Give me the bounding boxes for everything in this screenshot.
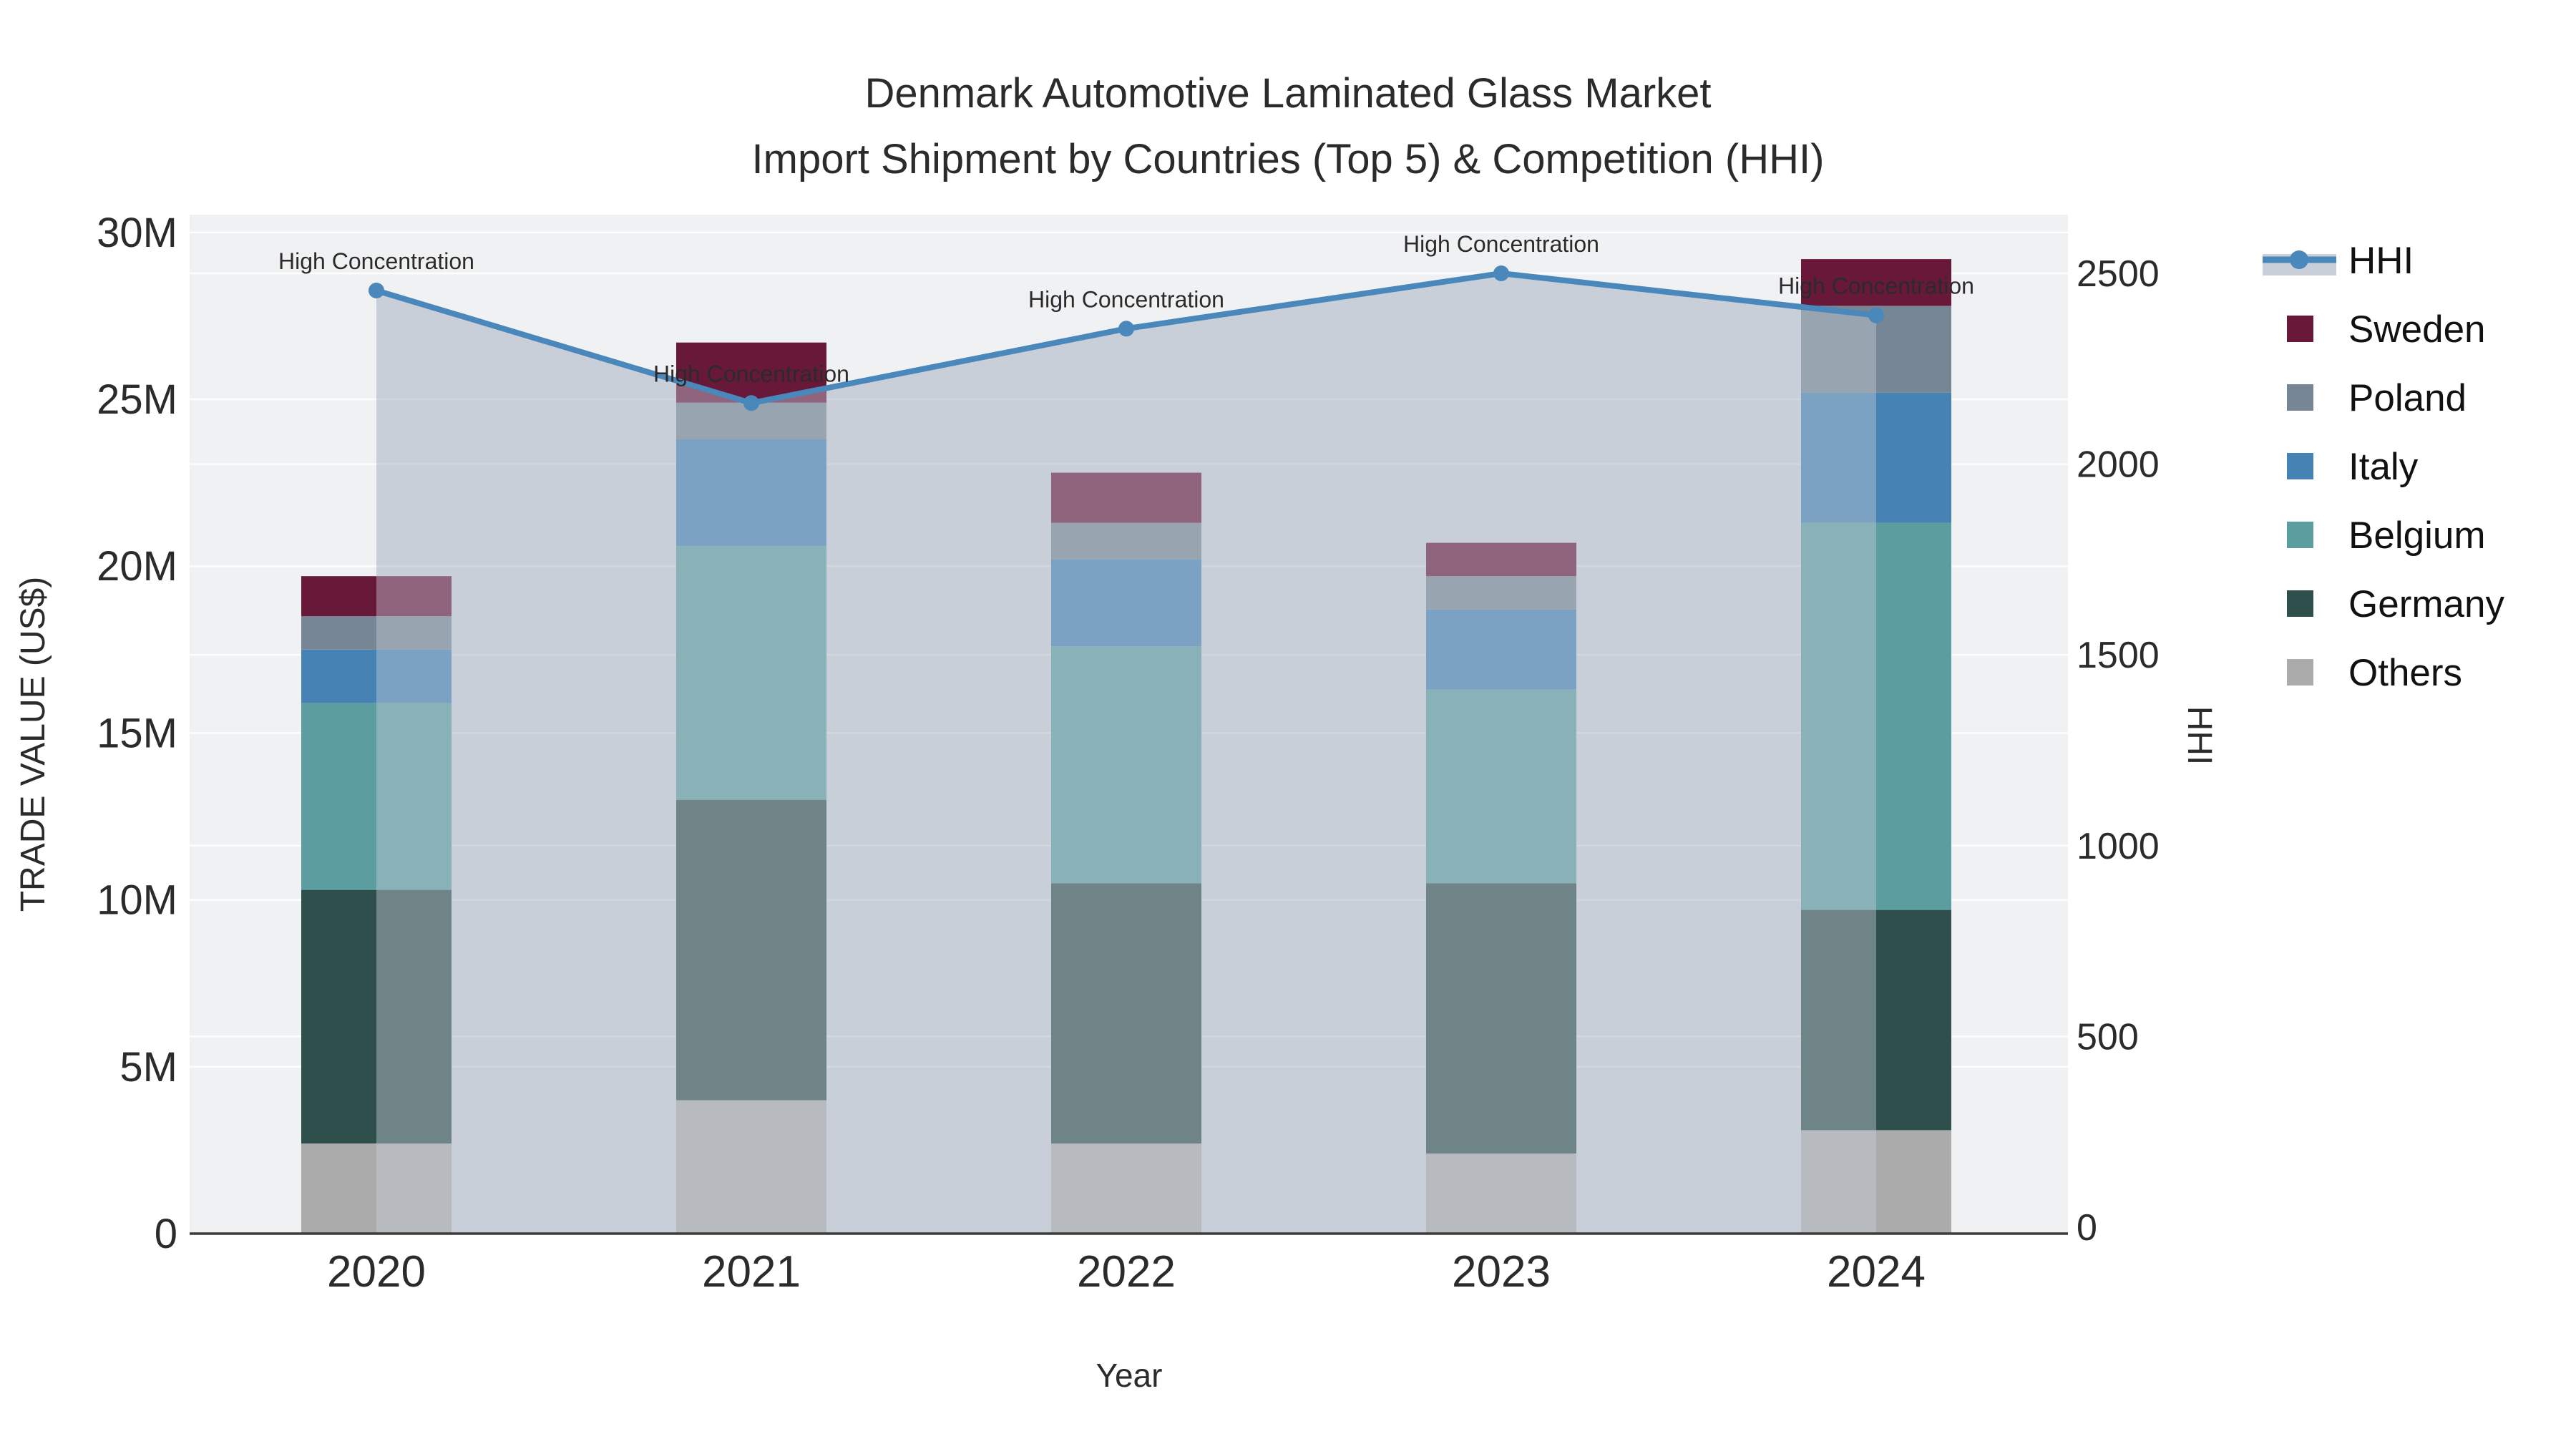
x-tick-2024: 2024 bbox=[1827, 1247, 1926, 1297]
bar-segment-poland-2023[interactable] bbox=[1426, 576, 1576, 610]
x-tick-2021: 2021 bbox=[702, 1247, 801, 1297]
annotation-2021: High Concentration bbox=[653, 361, 849, 386]
bar-segment-germany-2023[interactable] bbox=[1426, 883, 1576, 1154]
annotation-2022: High Concentration bbox=[1028, 286, 1224, 312]
bar-segment-belgium-2020[interactable] bbox=[301, 703, 452, 890]
bar-segment-italy-2024[interactable] bbox=[1801, 392, 1951, 523]
legend-hhi-marker bbox=[2290, 250, 2308, 269]
y-left-tick-0: 0 bbox=[155, 1211, 177, 1257]
legend-label-belgium: Belgium bbox=[2348, 514, 2485, 557]
x-tick-2023: 2023 bbox=[1452, 1247, 1551, 1297]
legend-label-germany: Germany bbox=[2348, 583, 2504, 625]
hhi-marker-2023[interactable] bbox=[1493, 265, 1509, 281]
hhi-marker-2020[interactable] bbox=[369, 283, 384, 298]
bar-segment-sweden-2024[interactable] bbox=[1801, 259, 1951, 306]
y-left-tick-30M: 30M bbox=[97, 210, 177, 256]
hhi-marker-2021[interactable] bbox=[743, 395, 759, 411]
legend-item-belgium[interactable]: Belgium bbox=[2287, 514, 2485, 557]
y-left-tick-20M: 20M bbox=[97, 543, 177, 590]
bar-segment-others-2021[interactable] bbox=[676, 1100, 826, 1234]
y-right-tick-2000: 2000 bbox=[2077, 444, 2160, 486]
legend-swatch-belgium bbox=[2287, 522, 2313, 548]
legend-swatch-others bbox=[2287, 659, 2313, 686]
y-right-tick-1000: 1000 bbox=[2077, 826, 2160, 867]
bar-segment-italy-2021[interactable] bbox=[676, 439, 826, 547]
y-right-axis-title: HHI bbox=[2180, 706, 2218, 766]
bar-segment-germany-2024[interactable] bbox=[1801, 909, 1951, 1131]
y-right-tick-500: 500 bbox=[2077, 1016, 2139, 1058]
legend-swatch-italy bbox=[2287, 453, 2313, 479]
legend: HHI Sweden Poland Italy Belgium Germany Others bbox=[2263, 240, 2504, 694]
legend-item-italy[interactable]: Italy bbox=[2287, 446, 2419, 488]
annotation-2024: High Concentration bbox=[1778, 273, 1974, 299]
legend-item-others[interactable]: Others bbox=[2287, 652, 2462, 694]
bar-segment-sweden-2023[interactable] bbox=[1426, 542, 1576, 577]
bar-segment-others-2022[interactable] bbox=[1051, 1143, 1201, 1234]
legend-item-hhi[interactable]: HHI bbox=[2263, 240, 2414, 282]
x-axis-title: Year bbox=[1096, 1357, 1163, 1394]
hhi-marker-2024[interactable] bbox=[1868, 307, 1884, 323]
legend-label-sweden: Sweden bbox=[2348, 308, 2486, 351]
bar-segment-belgium-2022[interactable] bbox=[1051, 646, 1201, 884]
bar-segment-others-2020[interactable] bbox=[301, 1143, 452, 1234]
y-right-tick-1500: 1500 bbox=[2077, 635, 2160, 676]
legend-swatch-sweden bbox=[2287, 316, 2313, 342]
bar-segment-italy-2022[interactable] bbox=[1051, 559, 1201, 647]
legend-item-poland[interactable]: Poland bbox=[2287, 377, 2467, 419]
bar-segment-belgium-2021[interactable] bbox=[676, 546, 826, 800]
chart-title-line1: Denmark Automotive Laminated Glass Marke… bbox=[864, 70, 1711, 117]
legend-label-hhi: HHI bbox=[2348, 240, 2414, 282]
legend-swatch-poland bbox=[2287, 384, 2313, 411]
bar-segment-belgium-2024[interactable] bbox=[1801, 522, 1951, 910]
stacked-bars bbox=[301, 259, 1951, 1234]
hhi-marker-2022[interactable] bbox=[1118, 321, 1134, 337]
legend-item-sweden[interactable]: Sweden bbox=[2287, 308, 2486, 351]
bar-segment-others-2024[interactable] bbox=[1801, 1130, 1951, 1234]
bar-segment-sweden-2022[interactable] bbox=[1051, 472, 1201, 523]
legend-label-poland: Poland bbox=[2348, 377, 2467, 419]
x-tick-2020: 2020 bbox=[327, 1247, 426, 1297]
y-left-tick-25M: 25M bbox=[97, 376, 177, 423]
legend-label-italy: Italy bbox=[2348, 446, 2419, 488]
bar-segment-others-2023[interactable] bbox=[1426, 1153, 1576, 1234]
bar-segment-poland-2022[interactable] bbox=[1051, 522, 1201, 560]
chart-title-line2: Import Shipment by Countries (Top 5) & C… bbox=[752, 136, 1825, 182]
legend-item-germany[interactable]: Germany bbox=[2287, 583, 2504, 625]
bar-segment-germany-2020[interactable] bbox=[301, 889, 452, 1144]
bar-segment-belgium-2023[interactable] bbox=[1426, 689, 1576, 884]
x-tick-2022: 2022 bbox=[1077, 1247, 1176, 1297]
y-left-tick-10M: 10M bbox=[97, 877, 177, 924]
bar-segment-germany-2021[interactable] bbox=[676, 799, 826, 1101]
y-right-tick-0: 0 bbox=[2077, 1207, 2097, 1249]
annotation-2023: High Concentration bbox=[1403, 231, 1599, 257]
legend-swatch-germany bbox=[2287, 590, 2313, 617]
annotation-2020: High Concentration bbox=[278, 248, 474, 274]
y-left-tick-15M: 15M bbox=[97, 710, 177, 756]
legend-label-others: Others bbox=[2348, 652, 2462, 694]
bar-segment-italy-2023[interactable] bbox=[1426, 609, 1576, 690]
y-left-axis-title: TRADE VALUE (US$) bbox=[14, 577, 52, 912]
hhi-area-overlay bbox=[376, 273, 1876, 1234]
y-left-tick-5M: 5M bbox=[119, 1044, 177, 1091]
y-right-tick-2500: 2500 bbox=[2077, 253, 2160, 295]
bar-segment-sweden-2020[interactable] bbox=[301, 576, 452, 617]
bar-segment-italy-2020[interactable] bbox=[301, 649, 452, 703]
bar-segment-germany-2022[interactable] bbox=[1051, 883, 1201, 1144]
bar-segment-poland-2020[interactable] bbox=[301, 616, 452, 650]
